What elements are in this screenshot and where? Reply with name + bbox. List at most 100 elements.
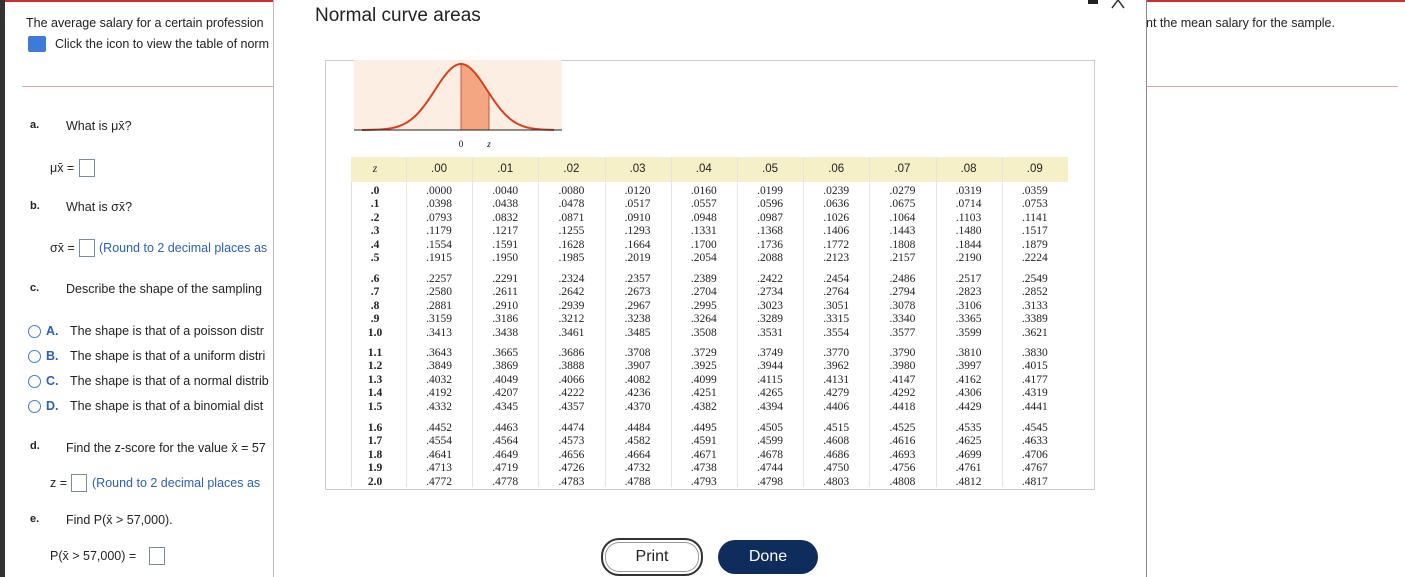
area-value: .4418 [889, 400, 916, 413]
table-body [351, 182, 1069, 487]
area-value: .1700 [690, 238, 717, 251]
minimize-icon[interactable] [1088, 0, 1098, 4]
area-value: .4382 [690, 400, 717, 413]
area-value: .4306 [955, 387, 982, 400]
separator [1146, 86, 1398, 87]
part-prompt: Describe the shape of the sampling [66, 282, 262, 296]
option-text: The shape is that of a normal distrib [70, 374, 269, 388]
area-value: .4474 [558, 422, 585, 434]
area-value: .2939 [558, 299, 585, 312]
part-prompt: Find P(x̄ > 57,000). [66, 513, 173, 527]
area-value: .4778 [492, 475, 519, 488]
area-value: .3078 [889, 299, 916, 312]
hint: (Round to 2 decimal places as [99, 241, 268, 255]
area-value: .0398 [426, 198, 452, 211]
part-prompt: What is μx̄? [66, 119, 132, 133]
area-value: .0359 [1021, 185, 1048, 197]
table-header-cell: .01 [497, 163, 514, 175]
table-header-cell: z [372, 163, 378, 175]
area-value: .4788 [624, 475, 651, 488]
part-letter: c. [30, 282, 40, 294]
done-button[interactable]: Done [718, 540, 818, 574]
area-value: .2764 [823, 286, 850, 299]
area-value: .4649 [492, 448, 519, 461]
area-value: .3907 [624, 360, 651, 373]
area-value: .4319 [1021, 387, 1048, 400]
answer-box[interactable] [79, 239, 95, 257]
area-value: .4162 [955, 373, 982, 386]
z-value: 1.4 [367, 387, 383, 400]
area-value: .0199 [757, 185, 783, 197]
radio-button[interactable] [28, 375, 41, 388]
area-value: .4808 [889, 475, 916, 488]
z-value: 1.0 [367, 326, 383, 339]
area-value: .2389 [690, 273, 717, 285]
area-value: .4049 [492, 373, 519, 386]
z-value: .1 [370, 198, 380, 211]
close-icon[interactable] [1110, 0, 1130, 10]
area-value: .4082 [624, 373, 651, 386]
area-value: .0714 [955, 198, 982, 211]
z-value: 1.9 [367, 462, 383, 475]
area-value: .4463 [492, 422, 519, 434]
area-value: .0160 [690, 185, 717, 197]
area-value: .1664 [624, 238, 651, 251]
area-value: .0478 [558, 198, 585, 211]
area-value: .4625 [955, 435, 982, 448]
part-letter: e. [30, 513, 40, 525]
area-value: .1517 [1021, 225, 1048, 238]
area-value: .2291 [492, 273, 519, 285]
area-value: .4131 [823, 373, 850, 386]
area-value: .3729 [690, 347, 717, 359]
column-divider [803, 157, 805, 487]
answer-box[interactable] [149, 547, 165, 565]
option-letter: A. [46, 324, 59, 338]
area-value: .4744 [757, 462, 783, 475]
area-value: .0753 [1021, 198, 1048, 211]
area-value: .2852 [1021, 286, 1048, 299]
area-value: .4032 [426, 373, 452, 386]
hint: (Round to 2 decimal places as [92, 476, 261, 490]
radio-button[interactable] [28, 350, 41, 363]
column-divider [406, 157, 407, 487]
area-value: .4279 [823, 387, 850, 400]
area-value: .3869 [492, 360, 519, 373]
area-value: .3770 [823, 347, 850, 359]
z-value: .3 [370, 225, 380, 238]
area-value: .1554 [426, 238, 452, 251]
area-value: .0793 [426, 211, 452, 224]
radio-button[interactable] [28, 400, 41, 413]
area-value: .3708 [624, 347, 651, 359]
table-icon[interactable] [28, 36, 46, 52]
area-value: .4693 [889, 448, 916, 461]
area-value: .3599 [955, 326, 982, 339]
separator [22, 86, 273, 87]
print-button[interactable]: Print [601, 538, 703, 576]
area-value: .0120 [624, 185, 651, 197]
radio-button[interactable] [28, 325, 41, 338]
area-value: .2123 [823, 252, 850, 264]
area-value: .4582 [624, 435, 651, 448]
z-value: 1.3 [367, 373, 383, 386]
area-value: .4616 [889, 435, 916, 448]
answer-box[interactable] [79, 159, 95, 177]
area-value: .2611 [492, 286, 518, 299]
area-value: .4817 [1021, 475, 1048, 488]
table-header-cell: .09 [1026, 163, 1043, 175]
area-value: .3023 [757, 299, 783, 312]
area-value: .2704 [690, 286, 717, 299]
area-value: .4147 [889, 373, 916, 386]
area-value: .3485 [624, 326, 651, 339]
area-value: .4686 [823, 448, 850, 461]
area-value: .1808 [889, 238, 916, 251]
z-value: 2.0 [367, 475, 383, 488]
area-value: .4671 [690, 448, 717, 461]
area-value: .4756 [889, 462, 916, 475]
area-value: .3186 [492, 313, 519, 326]
answer-box[interactable] [71, 474, 87, 492]
area-value: .4761 [955, 462, 982, 475]
area-value: .3577 [889, 326, 916, 339]
table-header-cell: .08 [960, 163, 977, 175]
area-value: .2190 [955, 252, 982, 264]
